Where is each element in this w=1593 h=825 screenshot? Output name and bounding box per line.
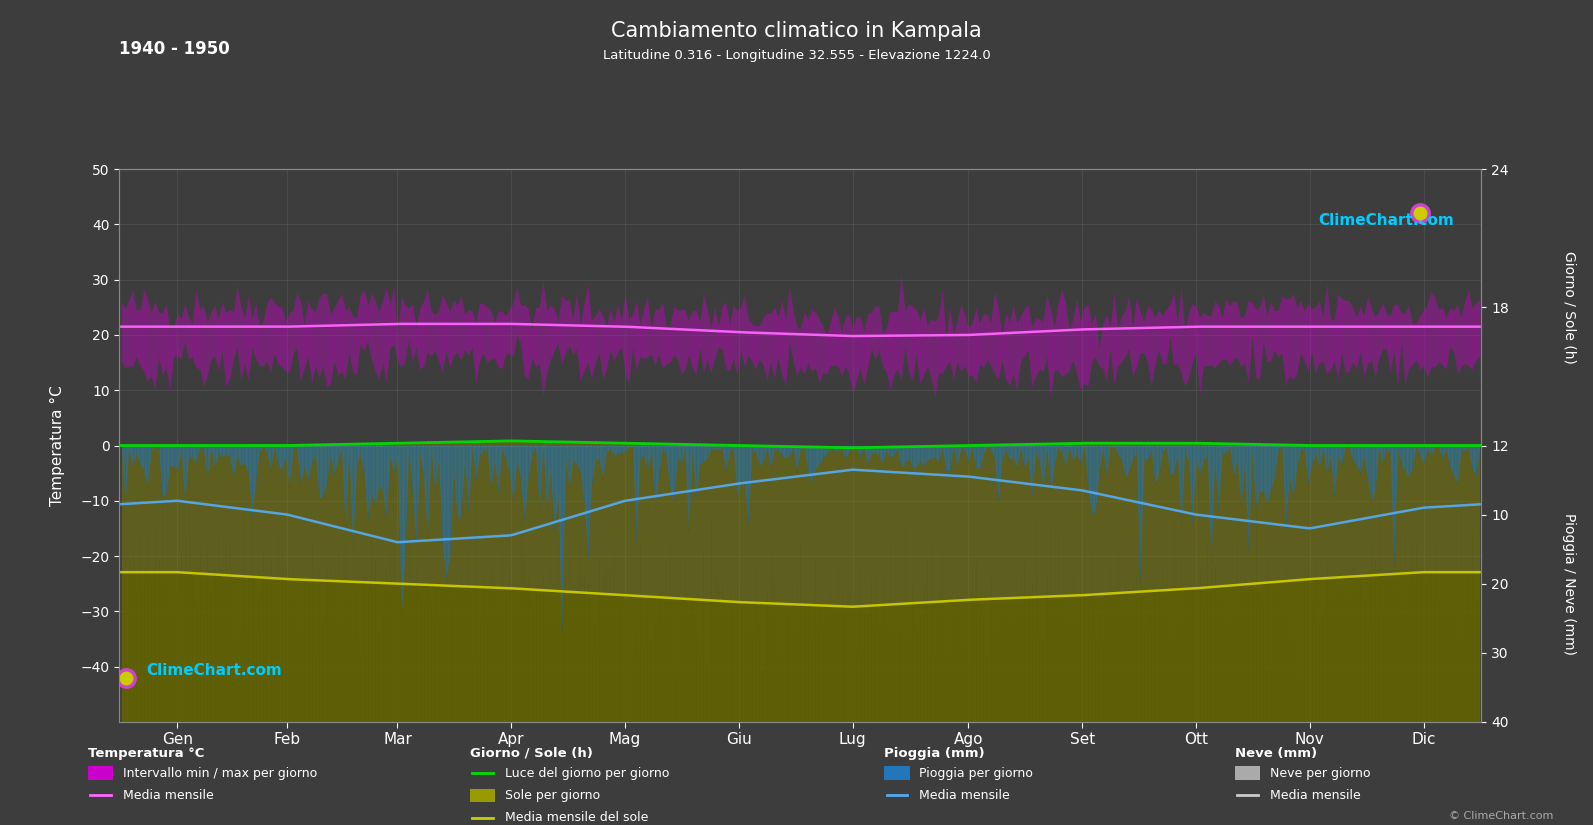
Text: Pioggia / Neve (mm): Pioggia / Neve (mm) xyxy=(1563,512,1575,655)
Text: Neve per giorno: Neve per giorno xyxy=(1270,766,1370,780)
Text: Media mensile: Media mensile xyxy=(123,789,213,802)
Text: ClimeChart.com: ClimeChart.com xyxy=(147,662,282,677)
Text: © ClimeChart.com: © ClimeChart.com xyxy=(1448,811,1553,821)
Text: Pioggia per giorno: Pioggia per giorno xyxy=(919,766,1032,780)
Y-axis label: Temperatura °C: Temperatura °C xyxy=(49,385,65,506)
Text: Luce del giorno per giorno: Luce del giorno per giorno xyxy=(505,766,669,780)
Text: Sole per giorno: Sole per giorno xyxy=(505,789,601,802)
Text: ClimeChart.com: ClimeChart.com xyxy=(1319,214,1454,229)
Text: Media mensile del sole: Media mensile del sole xyxy=(505,811,648,824)
Text: Pioggia (mm): Pioggia (mm) xyxy=(884,747,984,760)
Y-axis label: Pioggia / Neve (mm): Pioggia / Neve (mm) xyxy=(0,367,14,524)
Text: Media mensile: Media mensile xyxy=(1270,789,1360,802)
Text: Latitudine 0.316 - Longitudine 32.555 - Elevazione 1224.0: Latitudine 0.316 - Longitudine 32.555 - … xyxy=(602,50,991,63)
Text: Neve (mm): Neve (mm) xyxy=(1235,747,1317,760)
Text: Giorno / Sole (h): Giorno / Sole (h) xyxy=(470,747,593,760)
Text: Intervallo min / max per giorno: Intervallo min / max per giorno xyxy=(123,766,317,780)
Text: Temperatura °C: Temperatura °C xyxy=(88,747,204,760)
Text: Cambiamento climatico in Kampala: Cambiamento climatico in Kampala xyxy=(612,21,981,40)
Text: Media mensile: Media mensile xyxy=(919,789,1010,802)
Text: 1940 - 1950: 1940 - 1950 xyxy=(119,40,231,58)
Text: Giorno / Sole (h): Giorno / Sole (h) xyxy=(1563,251,1575,364)
